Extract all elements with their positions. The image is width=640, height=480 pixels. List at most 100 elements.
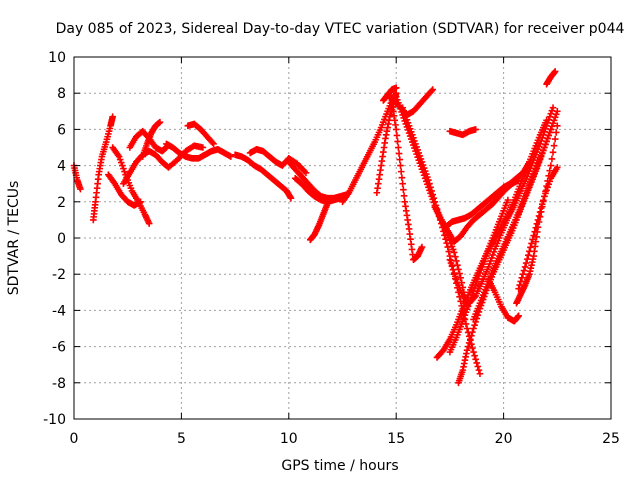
data-point <box>424 173 431 181</box>
chart-title: Day 085 of 2023, Sidereal Day-to-day VTE… <box>56 21 625 37</box>
data-point <box>470 325 477 332</box>
data-point <box>199 144 207 151</box>
data-point <box>468 332 475 340</box>
data-point <box>549 120 557 127</box>
data-point <box>477 266 485 274</box>
data-point <box>392 93 400 101</box>
data-point <box>487 257 495 265</box>
data-point <box>534 223 542 231</box>
data-point <box>554 122 561 130</box>
data-point <box>504 196 512 204</box>
data-point <box>116 156 124 163</box>
data-point <box>468 293 475 301</box>
data-point <box>474 275 482 283</box>
data-point <box>397 168 405 175</box>
data-point <box>463 305 471 313</box>
data-point <box>420 164 428 172</box>
data-point <box>550 117 558 124</box>
data-point <box>442 235 449 243</box>
data-point <box>476 269 484 277</box>
data-point <box>426 180 433 187</box>
data-point <box>542 187 549 195</box>
data-point <box>485 263 492 271</box>
data-point <box>302 169 310 177</box>
data-point <box>287 194 295 202</box>
data-point <box>414 146 421 154</box>
y-tick-label: -8 <box>52 376 66 392</box>
data-point <box>471 284 478 292</box>
data-point <box>457 274 464 282</box>
data-point <box>396 156 404 163</box>
data-point <box>527 244 534 251</box>
data-point <box>419 161 427 169</box>
data-point <box>528 240 535 247</box>
data-point <box>463 346 471 354</box>
data-point <box>551 135 559 143</box>
data-point <box>115 153 123 160</box>
data-point <box>467 296 474 304</box>
y-tick-labels: -10 -8 -6 -4 -2 0 2 4 6 8 10 <box>43 50 66 428</box>
y-tick-label: 8 <box>57 86 66 102</box>
data-point <box>551 114 559 121</box>
data-point <box>547 162 555 169</box>
data-point <box>554 164 561 171</box>
data-point <box>445 248 453 255</box>
data-point <box>449 246 457 253</box>
data-point <box>546 167 554 175</box>
data-point <box>521 263 529 271</box>
data-marks <box>70 68 561 387</box>
data-point <box>538 203 546 210</box>
x-tick-label: 20 <box>495 431 513 447</box>
data-point <box>120 165 127 172</box>
data-point <box>470 348 477 356</box>
data-point <box>545 172 553 180</box>
data-point <box>541 144 548 151</box>
data-point <box>393 132 401 139</box>
data-point <box>542 141 549 148</box>
data-point <box>517 278 525 285</box>
data-point <box>418 158 426 166</box>
data-point <box>444 243 452 251</box>
data-point <box>465 339 473 347</box>
x-axis-title: GPS time / hours <box>281 458 398 474</box>
y-tick-label: 0 <box>57 231 66 247</box>
data-point <box>549 149 557 156</box>
data-point <box>544 177 551 185</box>
data-point <box>450 249 458 256</box>
data-point <box>400 186 407 194</box>
data-point <box>421 167 429 175</box>
data-point <box>417 155 425 163</box>
data-point <box>554 108 561 115</box>
data-point <box>473 359 481 367</box>
data-point <box>464 302 472 310</box>
data-point <box>410 134 417 142</box>
data-point <box>324 200 331 207</box>
data-point <box>395 150 403 157</box>
data-point <box>549 104 557 111</box>
data-point <box>119 162 126 169</box>
data-point <box>428 87 435 95</box>
data-point <box>446 256 454 264</box>
data-point <box>399 104 406 111</box>
data-point <box>518 274 526 282</box>
data-point <box>474 363 482 370</box>
data-point <box>550 142 558 149</box>
data-point <box>522 259 530 267</box>
data-point <box>137 198 144 206</box>
data-point <box>399 180 406 187</box>
data-point <box>547 126 555 133</box>
data-point <box>449 266 457 273</box>
data-point <box>412 140 419 148</box>
data-point <box>450 269 458 277</box>
data-point <box>395 99 402 107</box>
data-point <box>475 366 483 374</box>
data-point <box>413 143 420 151</box>
data-point <box>540 198 547 205</box>
data-point <box>398 174 406 181</box>
data-point <box>519 270 527 278</box>
data-point <box>548 155 556 163</box>
data-point <box>515 312 522 320</box>
data-point <box>427 184 434 191</box>
y-tick-label: -4 <box>52 303 66 319</box>
